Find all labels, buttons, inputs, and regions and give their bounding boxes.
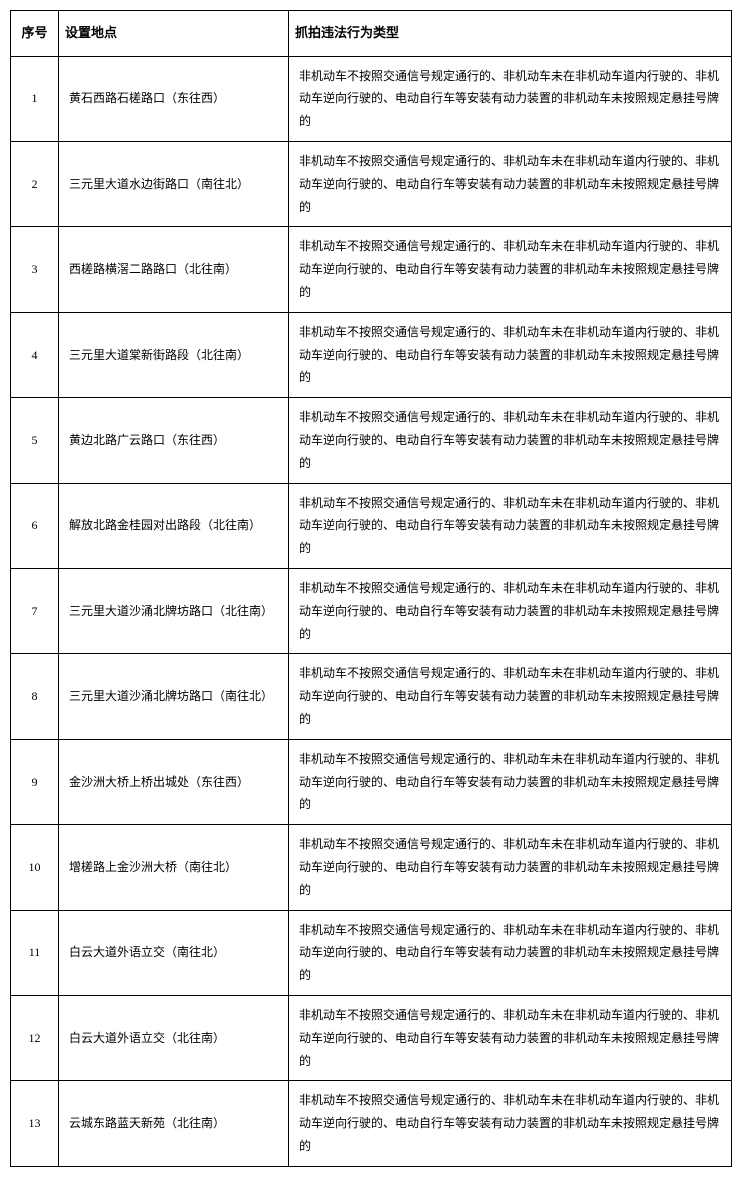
cell-violation: 非机动车不按照交通信号规定通行的、非机动车未在非机动车道内行驶的、非机动车逆向行…	[289, 1081, 732, 1166]
cell-index: 2	[11, 142, 59, 227]
cell-index: 5	[11, 398, 59, 483]
cell-location: 白云大道外语立交（南往北）	[59, 910, 289, 995]
cell-location: 三元里大道水边街路口（南往北）	[59, 142, 289, 227]
cell-violation: 非机动车不按照交通信号规定通行的、非机动车未在非机动车道内行驶的、非机动车逆向行…	[289, 654, 732, 739]
cell-index: 10	[11, 825, 59, 910]
cell-violation: 非机动车不按照交通信号规定通行的、非机动车未在非机动车道内行驶的、非机动车逆向行…	[289, 569, 732, 654]
cell-index: 8	[11, 654, 59, 739]
table-row: 5 黄边北路广云路口（东往西） 非机动车不按照交通信号规定通行的、非机动车未在非…	[11, 398, 732, 483]
violation-locations-table: 序号 设置地点 抓拍违法行为类型 1 黄石西路石槎路口（东往西） 非机动车不按照…	[10, 10, 732, 1167]
cell-violation: 非机动车不按照交通信号规定通行的、非机动车未在非机动车道内行驶的、非机动车逆向行…	[289, 312, 732, 397]
cell-violation: 非机动车不按照交通信号规定通行的、非机动车未在非机动车道内行驶的、非机动车逆向行…	[289, 483, 732, 568]
cell-location: 金沙洲大桥上桥出城处（东往西）	[59, 739, 289, 824]
cell-index: 9	[11, 739, 59, 824]
cell-location: 三元里大道棠新街路段（北往南）	[59, 312, 289, 397]
cell-location: 解放北路金桂园对出路段（北往南）	[59, 483, 289, 568]
cell-location: 云城东路蓝天新苑（北往南）	[59, 1081, 289, 1166]
table-row: 6 解放北路金桂园对出路段（北往南） 非机动车不按照交通信号规定通行的、非机动车…	[11, 483, 732, 568]
cell-index: 3	[11, 227, 59, 312]
cell-index: 1	[11, 56, 59, 141]
header-index: 序号	[11, 11, 59, 57]
table-body: 1 黄石西路石槎路口（东往西） 非机动车不按照交通信号规定通行的、非机动车未在非…	[11, 56, 732, 1166]
cell-violation: 非机动车不按照交通信号规定通行的、非机动车未在非机动车道内行驶的、非机动车逆向行…	[289, 56, 732, 141]
table-row: 12 白云大道外语立交（北往南） 非机动车不按照交通信号规定通行的、非机动车未在…	[11, 995, 732, 1080]
table-row: 7 三元里大道沙涌北牌坊路口（北往南） 非机动车不按照交通信号规定通行的、非机动…	[11, 569, 732, 654]
cell-location: 三元里大道沙涌北牌坊路口（北往南）	[59, 569, 289, 654]
cell-violation: 非机动车不按照交通信号规定通行的、非机动车未在非机动车道内行驶的、非机动车逆向行…	[289, 995, 732, 1080]
cell-location: 黄石西路石槎路口（东往西）	[59, 56, 289, 141]
cell-violation: 非机动车不按照交通信号规定通行的、非机动车未在非机动车道内行驶的、非机动车逆向行…	[289, 227, 732, 312]
cell-index: 12	[11, 995, 59, 1080]
table-row: 3 西槎路横滘二路路口（北往南） 非机动车不按照交通信号规定通行的、非机动车未在…	[11, 227, 732, 312]
table-row: 11 白云大道外语立交（南往北） 非机动车不按照交通信号规定通行的、非机动车未在…	[11, 910, 732, 995]
cell-location: 白云大道外语立交（北往南）	[59, 995, 289, 1080]
cell-index: 7	[11, 569, 59, 654]
cell-violation: 非机动车不按照交通信号规定通行的、非机动车未在非机动车道内行驶的、非机动车逆向行…	[289, 910, 732, 995]
cell-location: 三元里大道沙涌北牌坊路口（南往北）	[59, 654, 289, 739]
cell-index: 6	[11, 483, 59, 568]
table-row: 4 三元里大道棠新街路段（北往南） 非机动车不按照交通信号规定通行的、非机动车未…	[11, 312, 732, 397]
header-location: 设置地点	[59, 11, 289, 57]
cell-index: 13	[11, 1081, 59, 1166]
cell-violation: 非机动车不按照交通信号规定通行的、非机动车未在非机动车道内行驶的、非机动车逆向行…	[289, 398, 732, 483]
cell-location: 西槎路横滘二路路口（北往南）	[59, 227, 289, 312]
cell-location: 黄边北路广云路口（东往西）	[59, 398, 289, 483]
cell-location: 增槎路上金沙洲大桥（南往北）	[59, 825, 289, 910]
table-row: 1 黄石西路石槎路口（东往西） 非机动车不按照交通信号规定通行的、非机动车未在非…	[11, 56, 732, 141]
cell-violation: 非机动车不按照交通信号规定通行的、非机动车未在非机动车道内行驶的、非机动车逆向行…	[289, 142, 732, 227]
table-header: 序号 设置地点 抓拍违法行为类型	[11, 11, 732, 57]
cell-violation: 非机动车不按照交通信号规定通行的、非机动车未在非机动车道内行驶的、非机动车逆向行…	[289, 739, 732, 824]
table-row: 13 云城东路蓝天新苑（北往南） 非机动车不按照交通信号规定通行的、非机动车未在…	[11, 1081, 732, 1166]
cell-index: 11	[11, 910, 59, 995]
cell-index: 4	[11, 312, 59, 397]
header-violation: 抓拍违法行为类型	[289, 11, 732, 57]
table-row: 2 三元里大道水边街路口（南往北） 非机动车不按照交通信号规定通行的、非机动车未…	[11, 142, 732, 227]
table-row: 8 三元里大道沙涌北牌坊路口（南往北） 非机动车不按照交通信号规定通行的、非机动…	[11, 654, 732, 739]
cell-violation: 非机动车不按照交通信号规定通行的、非机动车未在非机动车道内行驶的、非机动车逆向行…	[289, 825, 732, 910]
header-row: 序号 设置地点 抓拍违法行为类型	[11, 11, 732, 57]
table-row: 9 金沙洲大桥上桥出城处（东往西） 非机动车不按照交通信号规定通行的、非机动车未…	[11, 739, 732, 824]
table-row: 10 增槎路上金沙洲大桥（南往北） 非机动车不按照交通信号规定通行的、非机动车未…	[11, 825, 732, 910]
